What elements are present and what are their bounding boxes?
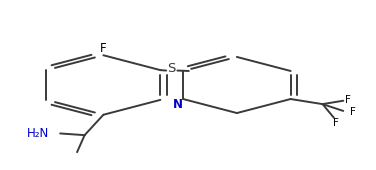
Text: H₂N: H₂N — [27, 127, 49, 140]
Text: N: N — [173, 98, 182, 111]
Text: F: F — [350, 107, 356, 117]
Text: F: F — [333, 118, 339, 128]
Text: F: F — [345, 95, 351, 105]
Text: F: F — [100, 42, 107, 55]
Text: S: S — [168, 62, 176, 75]
